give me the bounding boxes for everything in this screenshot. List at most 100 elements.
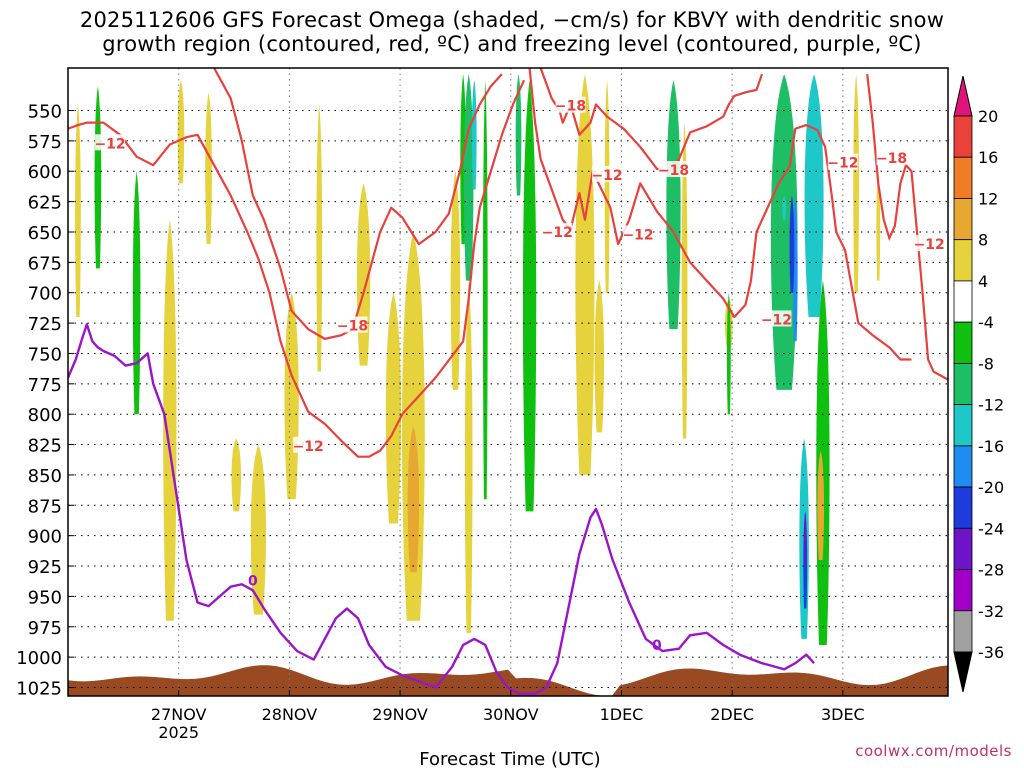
colorbar-tick-label: -8	[978, 354, 994, 373]
colorbar-swatch	[953, 156, 973, 199]
omega-region	[94, 86, 102, 269]
dgz-contour-line	[68, 79, 526, 458]
dgz-label-bg	[555, 96, 586, 113]
dgz-label-bg	[293, 436, 324, 453]
credit-link[interactable]: coolwx.com/models	[855, 742, 1012, 760]
omega-region	[385, 292, 402, 524]
dgz-label-bg	[95, 134, 126, 151]
dgz-contour-label: −12	[914, 237, 945, 253]
colorbar-tick-label: -28	[978, 561, 1004, 580]
colorbar-tick-label: 12	[978, 189, 998, 208]
y-tick-label: 700	[28, 284, 62, 305]
x-tick-label: 1DEC	[600, 705, 644, 724]
dgz-contour-label: −12	[293, 439, 324, 455]
dgz-contour-line	[866, 73, 948, 381]
y-tick-label: 875	[28, 496, 62, 517]
x-axis-label: Forecast Time (UTC)	[419, 749, 600, 768]
colorbar-tick-label: 4	[978, 272, 988, 291]
omega-region	[804, 511, 807, 567]
omega-region	[853, 74, 859, 293]
omega-region	[284, 292, 299, 500]
y-axis: 550 575 600 625 650 675 700 725 750 775 800 825 850 8…	[16, 102, 74, 699]
dgz-label-bg	[542, 222, 573, 239]
dgz-contour-label: −12	[761, 312, 792, 328]
y-tick-label: 825	[28, 436, 62, 457]
y-tick-label: 750	[28, 344, 62, 365]
omega-region	[132, 171, 141, 415]
y-tick-label: 975	[28, 618, 62, 639]
colorbar: 20 16 12 8 4 -4 -8 -12 -16 -20 -24 -28 -32 -36	[953, 75, 1004, 693]
omega-region	[205, 92, 212, 245]
colorbar-tick-label: 20	[978, 107, 998, 126]
colorbar-tick-label: -12	[978, 396, 1004, 415]
y-tick-label: 1000	[16, 648, 62, 669]
x-tick-label: 27NOV	[151, 705, 207, 724]
chart-title-line-2: growth region (contoured, red, ºC) and f…	[102, 32, 922, 56]
dgz-contour-label: −12	[622, 227, 653, 243]
y-tick-label: 800	[28, 405, 62, 426]
terrain-ground-layer	[68, 665, 948, 696]
omega-region	[726, 292, 731, 415]
dgz-label-bg	[623, 225, 654, 242]
y-tick-label: 550	[28, 102, 62, 123]
chart-title-line-1: 2025112606 GFS Forecast Omega (shaded, −…	[79, 8, 945, 32]
colorbar-swatch	[953, 527, 973, 570]
omega-region	[876, 171, 881, 281]
omega-shading-layer	[75, 74, 881, 645]
y-tick-label: 850	[28, 466, 62, 487]
y-tick-label: 900	[28, 527, 62, 548]
y-tick-label: 725	[28, 314, 62, 335]
omega-region	[522, 80, 537, 512]
colorbar-swatch	[953, 239, 973, 282]
colorbar-bottom-arrow	[953, 651, 973, 693]
y-tick-label: 625	[28, 193, 62, 214]
omega-region	[250, 444, 267, 615]
contours-layer: −12 −12 −18 −18 −12 −18 −12 −12 −12 −12 −18 −12 0 0	[68, 68, 948, 695]
colorbar-swatch	[953, 115, 973, 158]
dgz-contour-line	[539, 68, 764, 173]
omega-region	[804, 74, 824, 318]
colorbar-tick-label: -24	[978, 519, 1004, 538]
omega-region	[816, 280, 830, 645]
colorbar-swatch	[953, 445, 973, 488]
y-tick-label: 650	[28, 223, 62, 244]
dgz-label-bg	[337, 316, 368, 333]
omega-region	[817, 450, 825, 560]
dgz-label-bg	[876, 148, 907, 165]
omega-region	[482, 80, 488, 500]
colorbar-tick-label: -4	[978, 313, 994, 332]
colorbar-tick-label: 8	[978, 231, 988, 250]
colorbar-tick-label: -20	[978, 478, 1004, 497]
dgz-label-bg	[592, 165, 623, 182]
colorbar-swatch	[953, 486, 973, 529]
colorbar-tick-label: -16	[978, 437, 1004, 456]
dgz-contour-label: −12	[827, 156, 858, 172]
y-tick-label: 950	[28, 587, 62, 608]
colorbar-swatch	[953, 280, 973, 323]
x-tick-label: 29NOV	[372, 705, 428, 724]
colorbar-swatch	[953, 610, 973, 653]
x-tick-label: 30NOV	[483, 705, 539, 724]
omega-region	[75, 104, 81, 318]
omega-region	[594, 280, 605, 433]
omega-region	[464, 280, 473, 633]
omega-region	[177, 80, 185, 184]
y-tick-label: 575	[28, 132, 62, 153]
omega-region	[163, 219, 177, 621]
omega-region	[666, 80, 681, 330]
x-tick-year-label: 2025	[158, 723, 199, 742]
dgz-contour-label: −18	[658, 163, 689, 179]
y-tick-label: 675	[28, 253, 62, 274]
colorbar-tick-label: 16	[978, 148, 998, 167]
colorbar-tick-label: -32	[978, 602, 1004, 621]
colorbar-swatch	[953, 569, 973, 612]
dgz-contour-label: −12	[591, 168, 622, 184]
x-tick-label: 3DEC	[821, 705, 865, 724]
x-tick-label: 28NOV	[262, 705, 318, 724]
dgz-contour-label: −12	[94, 136, 125, 152]
omega-region	[789, 195, 795, 293]
dgz-contour-label: −18	[337, 319, 368, 335]
omega-region	[316, 104, 323, 372]
omega-region	[463, 74, 474, 281]
